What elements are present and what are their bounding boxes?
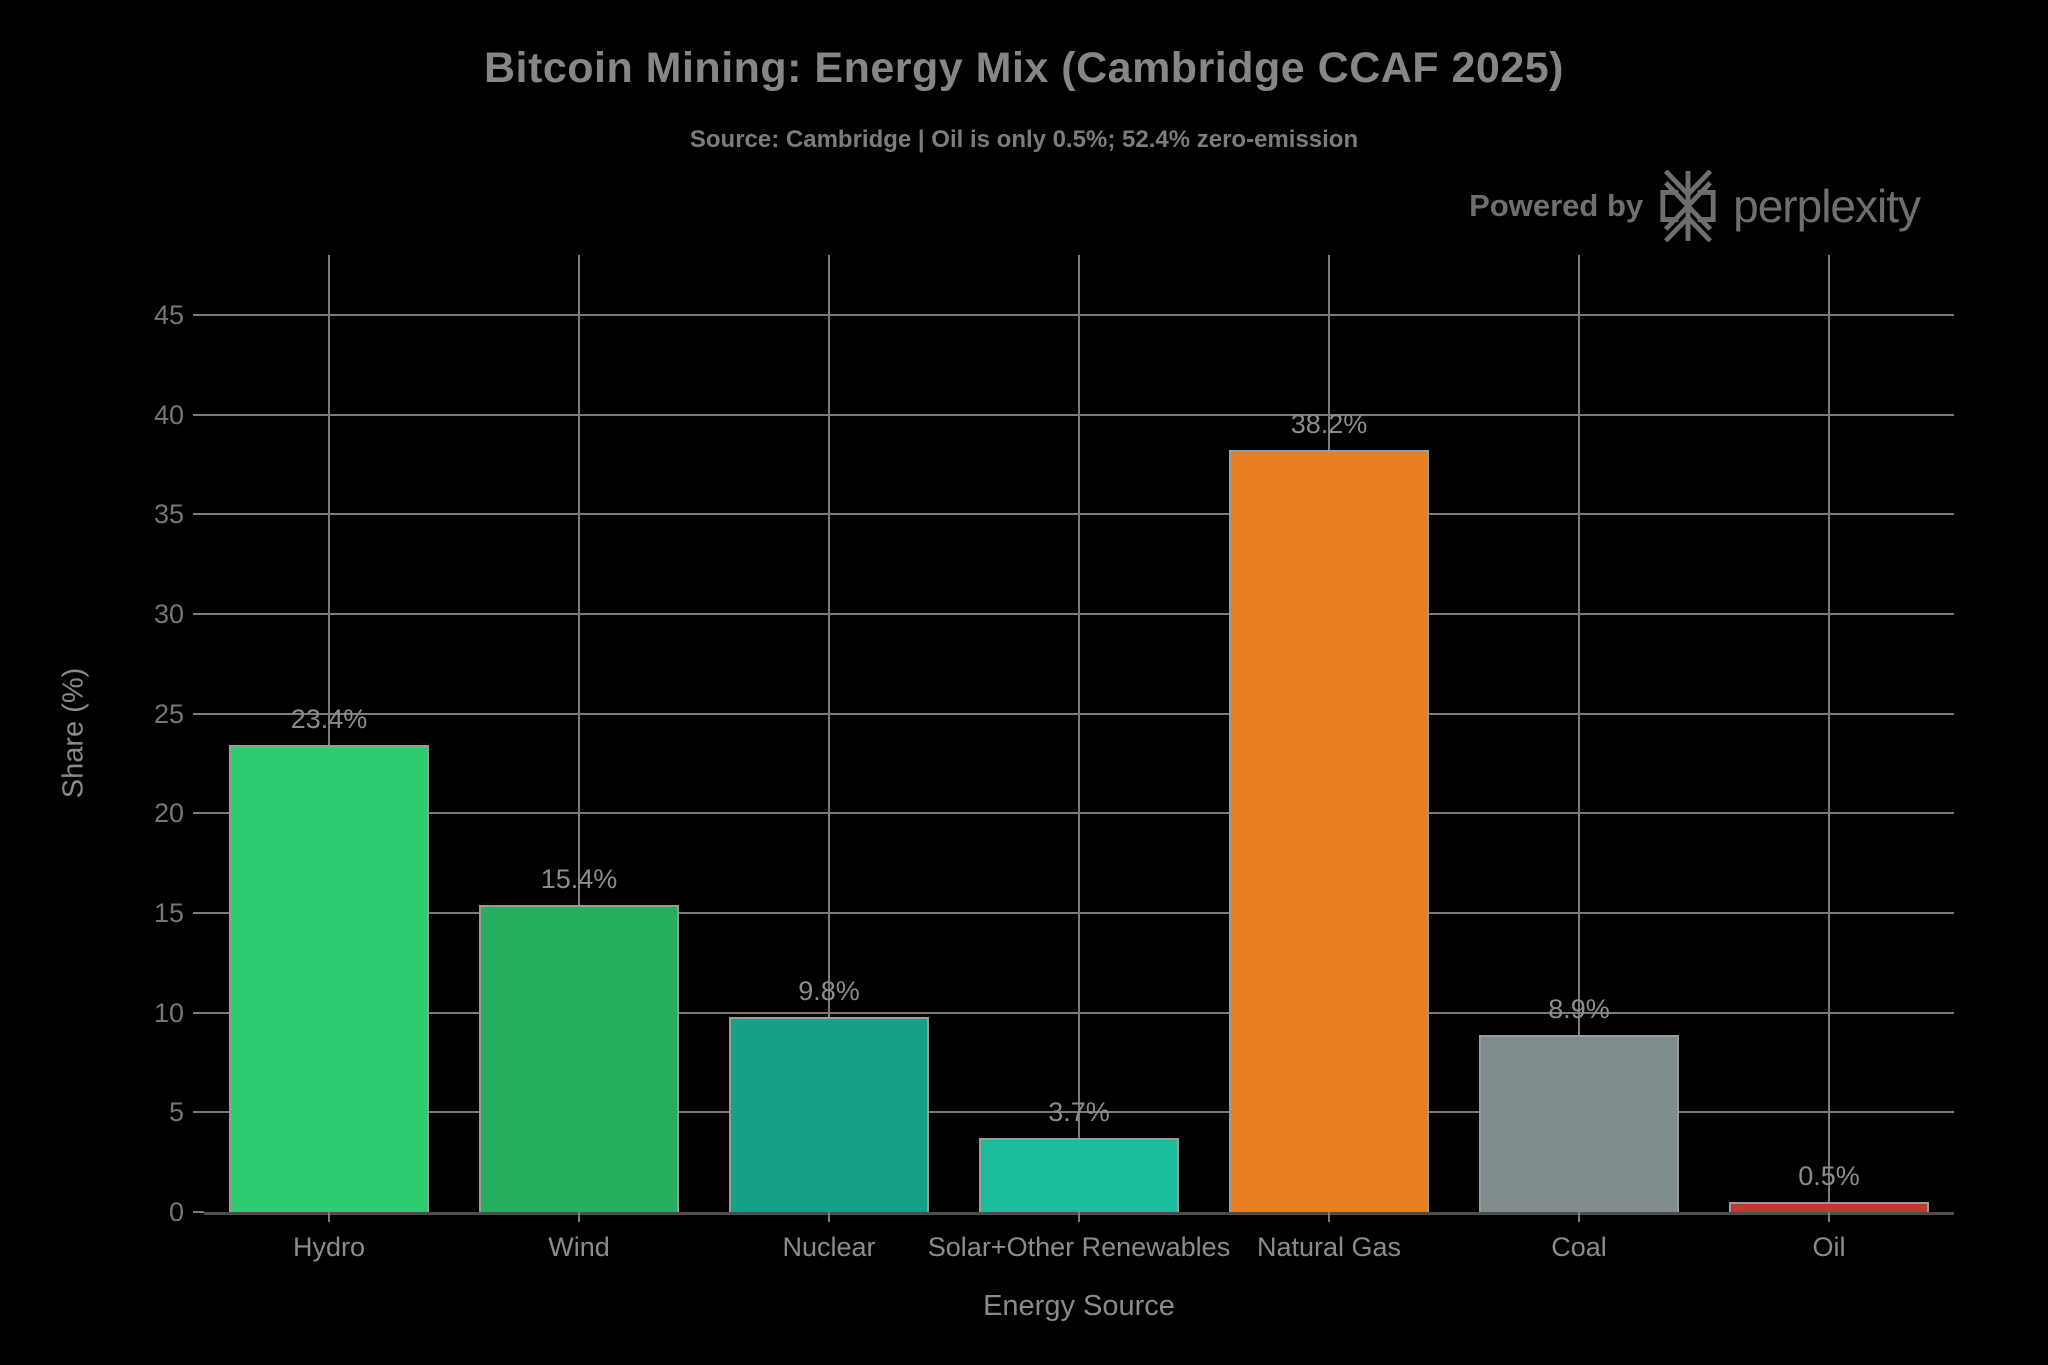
y-tick-label: 40 (153, 399, 184, 430)
y-tick-mark (193, 911, 204, 914)
y-tick-label: 25 (153, 698, 184, 729)
bar-oil (1729, 1202, 1929, 1212)
plot-area: 0 5 10 15 20 25 30 35 40 45 Hydro Wind Nuclear Solar+… (154, 255, 1954, 1261)
x-tick-label: Oil (1812, 1232, 1846, 1262)
x-gridline (828, 255, 830, 1212)
y-tick-label: 0 (168, 1197, 184, 1227)
x-tick-label: Coal (1551, 1232, 1607, 1262)
chart-title: Bitcoin Mining: Energy Mix (Cambridge CC… (484, 44, 1564, 92)
x-gridline (1078, 255, 1080, 1212)
y-axis-title: Share (%) (57, 667, 90, 799)
bar-coal (1479, 1034, 1679, 1212)
y-tick-mark (193, 1111, 204, 1114)
y-tick-mark (193, 1211, 204, 1213)
bar-nuclear (729, 1016, 929, 1212)
x-tick-label: Natural Gas (1256, 1232, 1402, 1262)
x-tick-label: Hydro (292, 1232, 366, 1262)
y-tick-label: 20 (153, 798, 184, 829)
bar-wind (479, 904, 679, 1212)
x-gridline (328, 255, 330, 1212)
chart-subtitle: Source: Cambridge | Oil is only 0.5%; 52… (689, 126, 1359, 153)
y-tick-mark (193, 1011, 204, 1014)
x-tick-label: Solar+Other Renewables (927, 1232, 1231, 1262)
y-tick-label: 15 (153, 897, 184, 928)
bar-natural-gas (1229, 450, 1429, 1212)
x-tick-label: Nuclear (782, 1232, 876, 1262)
y-tick-mark (193, 513, 204, 516)
y-tick-label: 35 (153, 499, 184, 530)
y-tick-label: 5 (168, 1097, 184, 1128)
powered-by-branding: Powered by perplexity (1469, 168, 1921, 244)
x-tick-mark (1828, 1212, 1830, 1222)
bar-value-label: 38.2% (1290, 409, 1368, 440)
brand-name: perplexity (1733, 180, 1921, 232)
y-tick-label: 30 (153, 598, 184, 629)
x-tick-label: Wind (548, 1232, 610, 1262)
x-axis-title: Energy Source (983, 1290, 1175, 1322)
x-gridline (578, 255, 580, 1212)
x-gridline (1828, 255, 1830, 1212)
x-tick-mark (1578, 1212, 1580, 1222)
bar-value-label: 23.4% (290, 704, 368, 735)
bar-solar-other-renewables (979, 1138, 1179, 1212)
x-tick-mark (328, 1212, 330, 1222)
x-tick-mark (1078, 1212, 1080, 1222)
y-tick-mark (193, 313, 204, 316)
x-gridline (1578, 255, 1580, 1212)
powered-by-label: Powered by (1469, 188, 1644, 223)
y-tick-mark (193, 413, 204, 416)
y-tick-mark (193, 812, 204, 815)
x-tick-mark (578, 1212, 580, 1222)
bar-value-label: 8.9% (1548, 993, 1610, 1024)
y-tick-label: 10 (153, 997, 184, 1028)
y-tick-mark (193, 712, 204, 715)
x-tick-mark (828, 1212, 830, 1222)
y-tick-label: 45 (153, 299, 184, 330)
bar-value-label: 3.7% (1048, 1097, 1110, 1128)
bar-hydro (229, 745, 429, 1212)
bar-value-label: 9.8% (798, 975, 860, 1006)
bar-value-label: 15.4% (540, 863, 618, 894)
y-tick-mark (193, 612, 204, 615)
x-tick-mark (1328, 1212, 1330, 1222)
bar-value-label: 0.5% (1798, 1161, 1860, 1192)
perplexity-starburst-icon (1660, 170, 1716, 242)
